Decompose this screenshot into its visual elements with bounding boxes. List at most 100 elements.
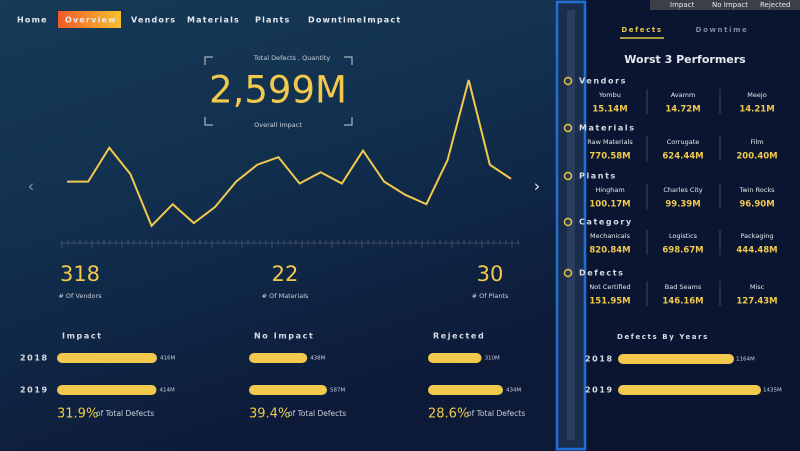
item-name: Corrugate <box>667 138 700 146</box>
item-name: Mechanicals <box>590 232 631 240</box>
side-panel <box>586 0 800 451</box>
bar-label: 587M <box>330 388 345 394</box>
share-label: of Total Defects <box>467 409 525 418</box>
item-value: 151.95M <box>589 297 630 307</box>
group-marker <box>563 171 573 181</box>
section-title: Impact <box>62 332 103 341</box>
bar-label: 1164M <box>736 357 755 363</box>
share-value: 39.4% <box>249 407 290 422</box>
nav-tab[interactable]: Home <box>17 16 48 25</box>
content: Home Overview Vendors Materials Plants Downti… <box>17 1 790 422</box>
bar <box>618 354 734 364</box>
nav-tab[interactable]: Vendors <box>131 16 176 25</box>
item-name: Bad Seams <box>665 283 702 291</box>
year-label: 2019 <box>20 386 49 395</box>
item-name: Yombu <box>598 91 621 99</box>
bar-label: 310M <box>485 356 500 362</box>
bar-label: 414M <box>160 388 175 394</box>
bar <box>249 353 308 363</box>
group-marker <box>563 217 573 227</box>
item-name: Raw Materials <box>587 138 633 146</box>
bar <box>618 385 761 395</box>
count-value: 22 <box>272 262 299 286</box>
item-name: Avamm <box>671 91 696 99</box>
item-value: 146.16M <box>662 297 703 307</box>
bar <box>57 385 157 395</box>
count-value: 318 <box>60 262 100 286</box>
item-value: 127.43M <box>736 297 777 307</box>
item-value: 200.40M <box>736 152 777 162</box>
nav-tab[interactable]: Plants <box>255 16 291 25</box>
share-value: 28.6% <box>428 407 469 422</box>
count-value: 30 <box>477 262 504 286</box>
item-value: 770.58M <box>589 152 630 162</box>
prev-arrow[interactable]: ‹ <box>28 177 34 196</box>
item-value: 99.39M <box>665 200 700 210</box>
share-label: of Total Defects <box>288 409 346 418</box>
item-name: Misc <box>750 283 765 291</box>
filter-button[interactable]: Impact <box>670 1 694 9</box>
item-value: 14.21M <box>739 105 774 115</box>
count-label: # Of Plants <box>472 292 509 300</box>
count-label: # Of Materials <box>262 292 309 300</box>
next-arrow[interactable]: › <box>534 177 540 196</box>
kpi-frame <box>204 56 353 126</box>
item-name: Packaging <box>741 232 774 240</box>
trend-line <box>67 79 512 228</box>
item-name: Logistics <box>669 232 698 240</box>
group-title: Plants <box>579 172 617 181</box>
bar <box>428 385 503 395</box>
item-name: Twin Rocks <box>738 186 775 194</box>
group-title: Vendors <box>579 77 627 86</box>
group-title: Category <box>579 218 633 227</box>
main-panel <box>0 0 556 451</box>
group-marker <box>563 123 573 133</box>
side-tab[interactable]: Downtime <box>696 26 749 34</box>
nav-tab[interactable]: Overview <box>65 16 117 25</box>
bar <box>428 353 482 363</box>
nav-tab[interactable]: DowntimeImpact <box>308 16 401 25</box>
bar <box>249 385 327 395</box>
bar-label: 438M <box>310 356 325 362</box>
section-title: Rejected <box>433 332 485 341</box>
group-title: Defects <box>579 269 625 278</box>
group-title: Materials <box>579 124 636 133</box>
share-value: 31.9% <box>57 407 98 422</box>
kpi-sublabel: Overall Impact <box>254 121 302 129</box>
year-label: 2018 <box>585 355 614 364</box>
highlight-box <box>555 0 587 451</box>
count-label: # Of Vendors <box>58 292 102 300</box>
section-title: No Impact <box>254 332 314 341</box>
item-name: Charles City <box>663 186 702 194</box>
item-value: 15.14M <box>592 105 627 115</box>
item-name: Not Certified <box>589 283 630 291</box>
item-value: 624.44M <box>662 152 703 162</box>
years-title: Defects By Years <box>617 333 709 341</box>
bar-label: 416M <box>160 356 175 362</box>
year-label: 2019 <box>585 386 614 395</box>
filter-button[interactable]: Rejected <box>760 1 790 9</box>
item-value: 100.17M <box>589 200 630 210</box>
nav-tab[interactable]: Materials <box>187 16 240 25</box>
share-label: of Total Defects <box>96 409 154 418</box>
group-marker <box>563 268 573 278</box>
item-value: 14.72M <box>665 105 700 115</box>
side-tab[interactable]: Defects <box>621 26 662 34</box>
bar-label: 1435M <box>763 388 782 394</box>
item-name: Hingham <box>595 186 624 194</box>
active-tab-bg <box>58 11 121 28</box>
group-marker <box>563 76 573 86</box>
item-value: 698.67M <box>662 246 703 256</box>
item-name: Film <box>750 138 763 146</box>
bar-label: 434M <box>506 388 521 394</box>
filter-bar <box>650 0 800 10</box>
kpi-label: Total Defects , Quantity <box>253 54 330 62</box>
item-value: 820.84M <box>589 246 630 256</box>
bar <box>57 353 157 363</box>
year-label: 2018 <box>20 354 49 363</box>
side-title: Worst 3 Performers <box>624 53 746 66</box>
item-name: Meejo <box>747 91 766 99</box>
filter-button[interactable]: No Impact <box>712 1 748 9</box>
kpi-value: 2,599M <box>209 69 347 112</box>
item-value: 96.90M <box>739 200 774 210</box>
